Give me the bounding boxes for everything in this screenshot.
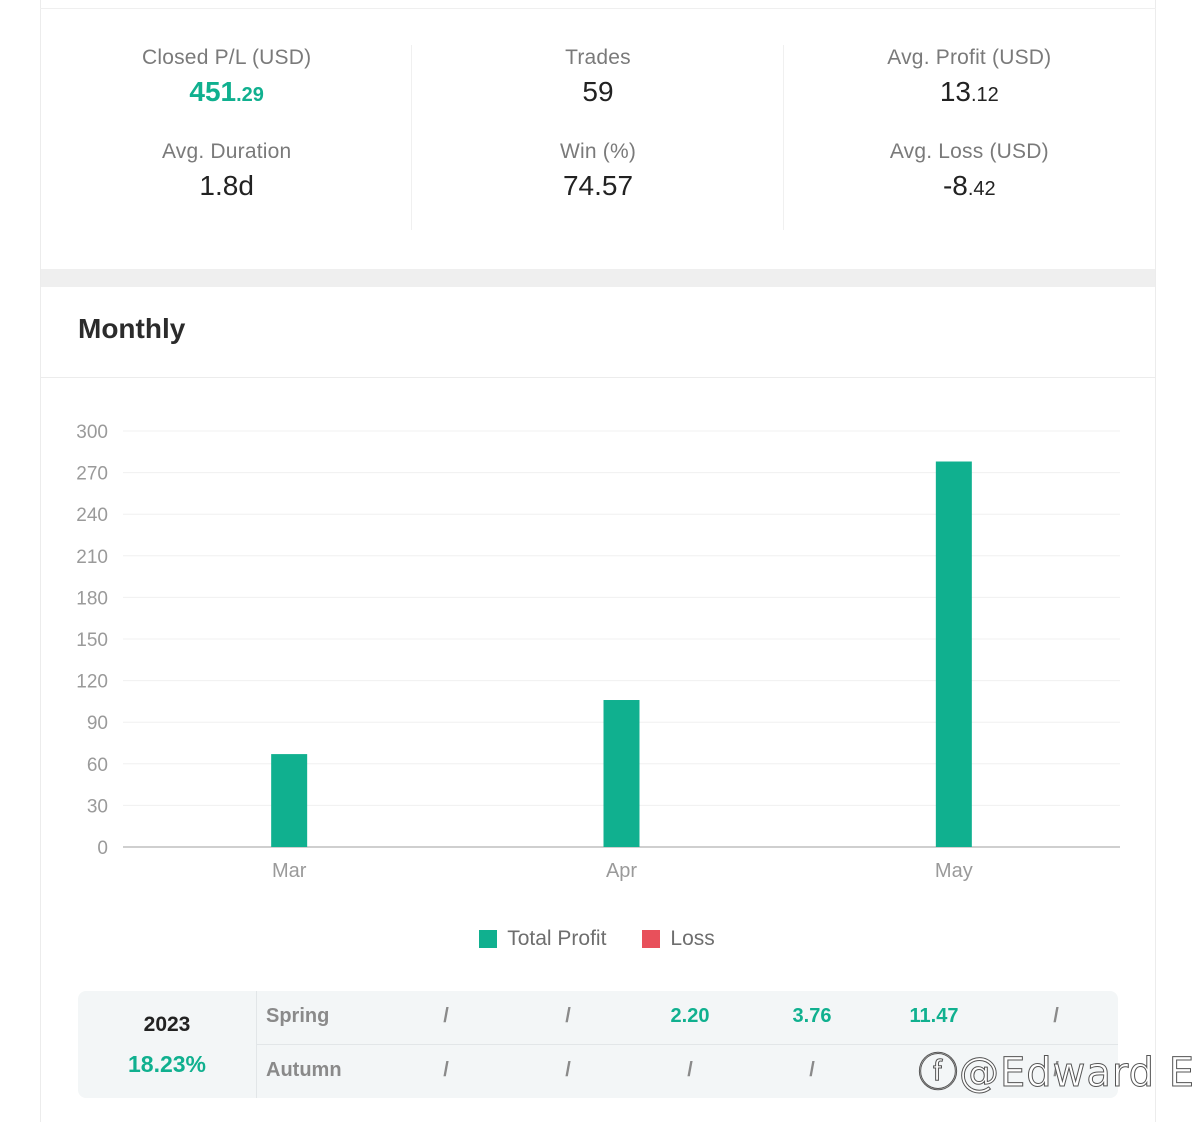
table-cell: / bbox=[809, 1059, 815, 1081]
table-cell: 3.76 bbox=[792, 1005, 832, 1027]
year-label: 2023 bbox=[143, 1013, 191, 1036]
stat-label: Avg. Profit (USD) bbox=[887, 46, 1052, 69]
stat-label: Closed P/L (USD) bbox=[142, 46, 312, 69]
stats-panel: Closed P/L (USD) 451.29 Avg. Duration 1.… bbox=[41, 30, 1155, 240]
stat-avg-loss: Avg. Loss (USD) -8.42 bbox=[784, 140, 1155, 202]
x-tick-label: Mar bbox=[272, 860, 307, 882]
y-tick-label: 60 bbox=[87, 755, 108, 776]
y-tick-label: 90 bbox=[87, 713, 108, 734]
title-divider bbox=[41, 377, 1155, 378]
y-tick-label: 150 bbox=[76, 630, 108, 651]
bar-apr bbox=[603, 700, 640, 847]
year-return-pct: 18.23% bbox=[127, 1051, 206, 1077]
stat-win-rate: Win (%) 74.57 bbox=[412, 140, 783, 202]
stat-avg-profit: Avg. Profit (USD) 13.12 bbox=[784, 46, 1155, 108]
table-cell: 2.20 bbox=[670, 1005, 710, 1027]
stat-value-dec: .12 bbox=[970, 84, 999, 106]
legend-label: Loss bbox=[670, 927, 715, 950]
section-separator bbox=[41, 269, 1155, 287]
table-cell: / bbox=[1053, 1005, 1059, 1027]
chart-legend: Total Profit Loss bbox=[0, 927, 1194, 951]
stat-avg-duration: Avg. Duration 1.8d bbox=[41, 140, 412, 202]
stat-label: Trades bbox=[565, 46, 631, 69]
row-label: Autumn bbox=[266, 1059, 342, 1081]
table-row: Autumn / / / / / bbox=[256, 1045, 1118, 1098]
stat-value: 451.29 bbox=[41, 76, 412, 108]
y-tick-label: 120 bbox=[76, 672, 108, 693]
stat-value-int: 451 bbox=[189, 76, 237, 107]
stat-value: 74.57 bbox=[562, 170, 634, 201]
legend-swatch-profit bbox=[479, 930, 498, 948]
stat-closed-pl: Closed P/L (USD) 451.29 bbox=[41, 46, 412, 108]
stats-column-middle: Trades 59 Win (%) 74.57 bbox=[412, 30, 784, 240]
stat-value-dec: .42 bbox=[967, 178, 996, 200]
y-tick-label: 210 bbox=[76, 547, 108, 568]
top-divider bbox=[40, 8, 1156, 9]
watermark: ⓕ@Edward El bbox=[917, 1050, 1194, 1097]
y-tick-label: 0 bbox=[97, 838, 108, 859]
stat-value-dec: .29 bbox=[236, 84, 264, 106]
y-tick-label: 240 bbox=[76, 505, 108, 526]
table-cell: / bbox=[565, 1059, 571, 1081]
x-tick-label: May bbox=[935, 860, 973, 882]
table-cell: / bbox=[687, 1059, 693, 1081]
stat-value-int: 13 bbox=[939, 76, 971, 107]
legend-swatch-loss bbox=[642, 930, 661, 948]
y-tick-label: 180 bbox=[76, 588, 108, 609]
stat-value: 1.8d bbox=[199, 170, 254, 201]
x-tick-label: Apr bbox=[606, 860, 637, 882]
table-cell: / bbox=[443, 1005, 449, 1027]
stat-label: Win (%) bbox=[559, 140, 637, 163]
year-summary: 2023 18.23% bbox=[78, 991, 257, 1098]
legend-label: Total Profit bbox=[507, 927, 607, 950]
stat-label: Avg. Duration bbox=[161, 140, 292, 163]
monthly-bar-chart: 0 30 60 90 120 150 180 210 240 270 300 Mar Apr May bbox=[76, 422, 1120, 882]
y-tick-label: 270 bbox=[76, 464, 108, 485]
seasonal-returns-table: 2023 18.23% Spring / / 2.20 3.76 11.47 /… bbox=[78, 991, 1118, 1098]
bar-mar bbox=[271, 754, 308, 847]
bar-may bbox=[935, 461, 972, 847]
table-cell: 11.47 bbox=[909, 1005, 959, 1027]
y-tick-label: 30 bbox=[87, 796, 108, 817]
stats-column-right: Avg. Profit (USD) 13.12 Avg. Loss (USD) … bbox=[784, 30, 1155, 240]
y-tick-label: 300 bbox=[76, 422, 108, 443]
stat-value-int: -8 bbox=[942, 170, 968, 201]
section-title-monthly: Monthly bbox=[78, 313, 186, 344]
stat-value: 13.12 bbox=[784, 76, 1155, 108]
page-frame bbox=[40, 0, 1156, 1122]
stat-trades: Trades 59 bbox=[412, 46, 783, 108]
table-cell: / bbox=[443, 1059, 449, 1081]
stat-label: Avg. Loss (USD) bbox=[889, 140, 1049, 163]
stat-value: -8.42 bbox=[784, 170, 1155, 202]
stats-column-left: Closed P/L (USD) 451.29 Avg. Duration 1.… bbox=[41, 30, 413, 240]
stat-value: 59 bbox=[582, 76, 614, 107]
table-cell: / bbox=[1053, 1059, 1059, 1081]
row-label: Spring bbox=[266, 1005, 330, 1027]
legend-item-loss[interactable]: Loss bbox=[642, 927, 715, 951]
legend-item-total-profit[interactable]: Total Profit bbox=[479, 927, 606, 951]
table-row: Spring / / 2.20 3.76 11.47 / bbox=[256, 991, 1118, 1045]
table-cell: / bbox=[565, 1005, 571, 1027]
